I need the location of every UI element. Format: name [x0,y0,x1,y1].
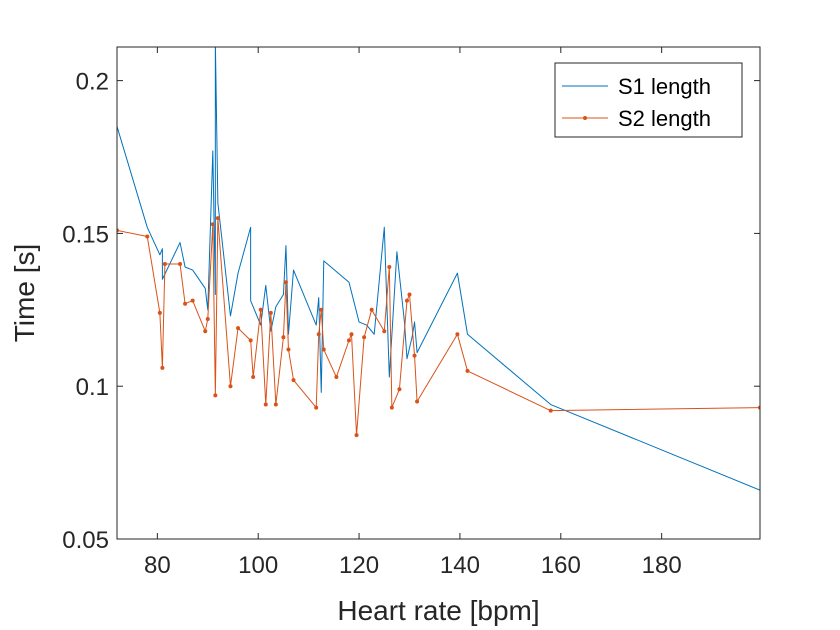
series-2-point [319,307,324,312]
series-2-point [251,375,256,380]
series-2-point [369,307,374,312]
series-2-point [389,405,394,410]
series-2-point [228,384,233,389]
series-2-point [455,332,460,337]
series-2-point [236,326,241,331]
y-axis-label: Time [s] [9,244,40,343]
series-2-point [548,408,553,413]
y-axis-ticks: 0.05 0.1 0.15 0.2 [62,69,760,554]
series-2-point [162,261,167,266]
y-tick-label: 0.1 [76,374,109,401]
y-tick-label: 0.2 [76,69,109,96]
x-axis-label: Heart rate [bpm] [337,595,539,626]
series-2-point [314,405,319,410]
series-2-point [160,365,165,370]
series-2-point [190,298,195,303]
series-2-point [415,399,420,404]
x-tick-label: 120 [339,552,379,579]
series-2-point [321,347,326,352]
series-2-point [183,301,188,306]
x-tick-label: 80 [144,552,171,579]
series-2-point [258,307,263,312]
series-2-point [283,280,288,285]
series-2-point [412,353,417,358]
y-tick-label: 0.05 [62,527,109,554]
series-2-point [263,402,268,407]
y-tick-label: 0.15 [62,221,109,248]
series-2-point [213,393,218,398]
series-layer [117,47,760,491]
series-2-point [316,332,321,337]
series-2-point [286,347,291,352]
legend-s2-marker [583,116,587,120]
series-2-point [157,310,162,315]
series-2-point [334,375,339,380]
x-tick-label: 160 [541,552,581,579]
series-2-point [354,433,359,438]
x-tick-label: 140 [440,552,480,579]
series-2-point [362,335,367,340]
legend-s1-label: S1 length [618,74,711,99]
series-2-point [205,316,210,321]
series-2-point [248,338,253,343]
series-2-point [215,216,220,221]
x-tick-label: 180 [642,552,682,579]
series-2-point [145,234,150,239]
series-2-point [397,387,402,392]
series-2-point [387,265,392,270]
series-2-point [407,292,412,297]
legend-box [554,62,743,138]
series-2-point [291,378,296,383]
series-line-1 [117,47,760,491]
series-2-point [346,338,351,343]
plot-frame [116,46,761,540]
x-tick-label: 100 [238,552,278,579]
series-2-point [281,335,286,340]
series-2-point [268,310,273,315]
series-2-point [349,332,354,337]
series-2-point [203,329,208,334]
legend: S1 length S2 length [554,62,743,138]
series-2-point [210,222,215,227]
series-2-point [273,402,278,407]
series-2-point [382,329,387,334]
legend-s2-label: S2 length [618,106,711,131]
series-2-point [178,261,183,266]
series-2-point [465,368,470,373]
x-axis-ticks: 80 100 120 140 160 180 [144,47,682,579]
series-2-point [404,298,409,303]
